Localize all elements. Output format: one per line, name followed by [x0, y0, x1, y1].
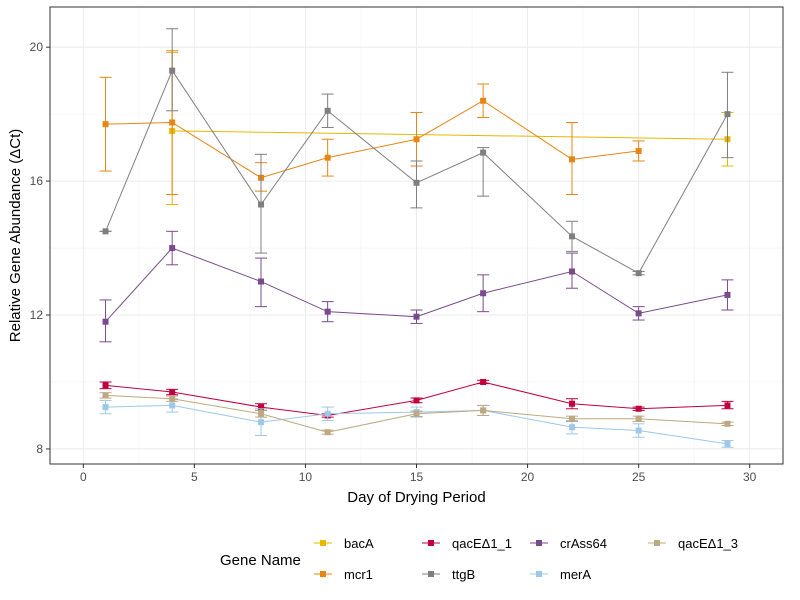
data-point: [480, 97, 487, 104]
data-point: [258, 419, 265, 426]
axes: 0 5 10 15 20 25 30 8 12 16 20: [30, 40, 757, 484]
data-point: [169, 402, 176, 409]
legend-item-merA: merA: [530, 567, 591, 582]
legend-item-crAss64: crAss64: [530, 536, 607, 551]
x-tick-label: 30: [743, 470, 757, 484]
legend-title: Gene Name: [220, 552, 301, 569]
data-point: [102, 392, 109, 399]
legend-key-point: [320, 571, 326, 577]
data-point: [480, 407, 487, 414]
x-tick-label: 10: [299, 470, 313, 484]
legend-label: qacEΔ1_1: [452, 536, 512, 551]
legend-label: bacA: [344, 536, 374, 551]
data-point: [324, 429, 331, 436]
data-point: [102, 404, 109, 411]
data-point: [724, 402, 731, 409]
x-tick-label: 5: [191, 470, 198, 484]
y-axis-title: Relative Gene Abundance (ΔCt): [7, 129, 24, 342]
x-tick-label: 20: [521, 470, 535, 484]
data-point: [169, 119, 176, 126]
data-point: [724, 291, 731, 298]
data-point: [568, 233, 575, 240]
data-point: [258, 278, 265, 285]
data-point: [635, 415, 642, 422]
data-point: [258, 201, 265, 208]
data-point: [102, 228, 109, 235]
legend-item-qacEΔ1_3: qacEΔ1_3: [648, 536, 738, 551]
legend-label: qacEΔ1_3: [678, 536, 738, 551]
y-tick-label: 12: [30, 308, 44, 322]
data-point: [413, 179, 420, 186]
data-point: [413, 397, 420, 404]
data-point: [258, 404, 265, 411]
legend-key-point: [320, 540, 326, 546]
legend-key-point: [536, 571, 542, 577]
x-tick-label: 25: [632, 470, 646, 484]
data-point: [635, 427, 642, 434]
series-qacEΔ1_1: [99, 378, 734, 419]
legend-item-qacEΔ1_1: qacEΔ1_1: [422, 536, 512, 551]
series-ttgB: [99, 28, 734, 277]
data-point: [635, 270, 642, 277]
data-point: [169, 67, 176, 74]
y-tick-label: 8: [36, 442, 43, 456]
data-point: [324, 154, 331, 161]
data-point: [480, 378, 487, 385]
data-point: [413, 136, 420, 143]
data-point: [568, 268, 575, 275]
data-point: [568, 400, 575, 407]
data-point: [413, 313, 420, 320]
legend-key-point: [428, 571, 434, 577]
data-point: [413, 410, 420, 417]
data-point: [169, 395, 176, 402]
data-point: [102, 318, 109, 325]
data-point: [724, 111, 731, 118]
legend-item-bacA: bacA: [314, 536, 374, 551]
y-tick-label: 20: [30, 40, 44, 54]
series-qacEΔ1_3: [99, 392, 734, 436]
data-point: [102, 121, 109, 128]
data-point: [480, 149, 487, 156]
data-point: [635, 405, 642, 412]
data-point: [169, 245, 176, 252]
x-axis-title: Day of Drying Period: [347, 489, 485, 506]
series-crAss64: [99, 230, 734, 343]
series-line: [105, 100, 639, 179]
data-point: [324, 308, 331, 315]
x-tick-label: 15: [410, 470, 424, 484]
legend-label: mcr1: [344, 567, 373, 582]
legend-item-mcr1: mcr1: [314, 567, 373, 582]
data-point: [568, 156, 575, 163]
data-point: [724, 420, 731, 427]
data-point: [169, 389, 176, 396]
data-point: [324, 107, 331, 114]
legend-key-point: [428, 540, 434, 546]
legend-key-point: [654, 540, 660, 546]
y-tick-label: 16: [30, 174, 44, 188]
data-point: [568, 424, 575, 431]
legend-label: merA: [560, 567, 591, 582]
data-point: [635, 310, 642, 317]
legend: Gene Name bacA mcr1 qacEΔ1_1 ttgB crAss64 mer…: [220, 536, 738, 582]
data-point: [635, 147, 642, 154]
legend-label: ttgB: [452, 567, 475, 582]
legend-key-point: [536, 540, 542, 546]
data-point: [724, 440, 731, 447]
data-point: [258, 410, 265, 417]
data-point: [480, 290, 487, 297]
data-point: [568, 415, 575, 422]
series-line: [172, 130, 728, 140]
x-tick-label: 0: [80, 470, 87, 484]
series: [99, 28, 734, 448]
legend-item-ttgB: ttgB: [422, 567, 475, 582]
legend-label: crAss64: [560, 536, 607, 551]
data-point: [102, 382, 109, 389]
data-point: [324, 410, 331, 417]
